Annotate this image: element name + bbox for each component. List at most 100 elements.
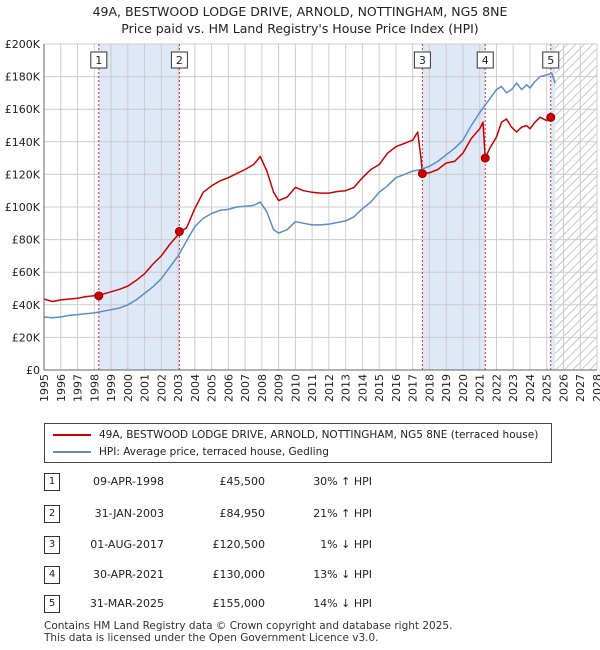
sale-number-box — [413, 51, 431, 69]
tx-hpi-change: 14% ↓ HPI — [313, 597, 372, 610]
chart-title: 49A, BESTWOOD LODGE DRIVE, ARNOLD, NOTTI… — [0, 3, 600, 37]
x-tick-label: 2024 — [524, 374, 537, 402]
x-tick-label: 2019 — [440, 374, 453, 402]
tx-hpi-change: 30% ↑ HPI — [313, 475, 372, 488]
legend-item-hpi: HPI: Average price, terraced house, Gedl… — [53, 444, 329, 460]
x-tick-label: 1995 — [38, 374, 51, 402]
tx-number: 1 — [44, 473, 60, 491]
tx-price: £130,000 — [212, 568, 266, 581]
legend-label-hpi: HPI: Average price, terraced house, Gedl… — [99, 446, 329, 458]
table-row: 3 01-AUG-2017 £120,500 1% ↓ HPI — [0, 533, 600, 557]
sale-point — [546, 112, 556, 122]
x-tick-label: 2026 — [557, 374, 570, 402]
x-tick-label: 2001 — [139, 374, 152, 402]
y-tick-label: £100K — [5, 201, 41, 214]
tx-number: 2 — [44, 505, 60, 523]
x-tick-label: 2021 — [474, 374, 487, 402]
sale-marker-lines: 1 2 3 4 5 — [90, 44, 560, 370]
x-tick-label: 2005 — [206, 374, 219, 402]
title-line-1: 49A, BESTWOOD LODGE DRIVE, ARNOLD, NOTTI… — [92, 4, 508, 19]
footer-licence: This data is licensed under the Open Gov… — [44, 632, 379, 644]
x-tick-label: 2022 — [490, 374, 503, 402]
x-tick-label: 2016 — [390, 374, 403, 402]
sale-point — [94, 291, 104, 301]
x-tick-label: 2008 — [256, 374, 269, 402]
tx-date: 09-APR-1998 — [92, 475, 164, 488]
table-row: 1 09-APR-1998 £45,500 30% ↑ HPI — [0, 470, 600, 494]
y-tick-label: £20K — [12, 331, 41, 344]
tx-price: £120,500 — [212, 538, 266, 551]
y-tick-label: £0 — [26, 364, 40, 377]
table-row: 5 31-MAR-2025 £155,000 14% ↓ HPI — [0, 592, 600, 616]
hpi-line — [44, 72, 556, 319]
x-tick-label: 1996 — [55, 374, 68, 402]
x-tick-label: 2012 — [323, 374, 336, 402]
x-tick-label: 2028 — [591, 374, 600, 402]
footer-copyright: Contains HM Land Registry data © Crown c… — [44, 620, 453, 632]
x-tick-label: 2010 — [289, 374, 302, 402]
x-tick-label: 1997 — [72, 374, 85, 402]
tx-date: 01-AUG-2017 — [90, 538, 164, 551]
x-tick-label: 2002 — [155, 374, 168, 402]
tx-price: £45,500 — [219, 475, 266, 488]
sale-number-box — [170, 51, 188, 69]
legend-swatch-property — [53, 434, 91, 436]
x-tick-label: 2009 — [273, 374, 286, 402]
axes: £0 £20K £40K £60K £80K £100K £120K £140K £160K £1… — [5, 38, 600, 402]
x-tick-label: 1999 — [105, 374, 118, 402]
title-line-2: Price paid vs. HM Land Registry's House … — [121, 21, 479, 36]
tx-number: 5 — [44, 595, 60, 613]
sale-markers — [94, 112, 556, 301]
tx-date: 31-MAR-2025 — [89, 597, 164, 610]
y-tick-label: £160K — [5, 103, 41, 116]
x-tick-label: 2018 — [423, 374, 436, 402]
legend: 49A, BESTWOOD LODGE DRIVE, ARNOLD, NOTTI… — [44, 423, 552, 463]
tx-price: £155,000 — [212, 597, 266, 610]
tx-date: 30-APR-2021 — [92, 568, 164, 581]
tx-price: £84,950 — [219, 507, 266, 520]
x-tick-label: 2011 — [306, 374, 319, 402]
tx-number: 4 — [44, 566, 60, 584]
sale-number-label: 2 — [176, 54, 183, 67]
x-tick-label: 2017 — [407, 374, 420, 402]
y-tick-label: £60K — [12, 266, 41, 279]
x-tick-label: 2004 — [189, 374, 202, 402]
tx-number: 3 — [44, 536, 60, 554]
legend-label-property: 49A, BESTWOOD LODGE DRIVE, ARNOLD, NOTTI… — [99, 429, 539, 441]
sale-point — [174, 227, 184, 237]
x-tick-label: 2020 — [457, 374, 470, 402]
sale-number-label: 3 — [419, 54, 426, 67]
sale-number-box — [476, 51, 494, 69]
y-tick-label: £80K — [12, 234, 41, 247]
sale-number-label: 1 — [95, 54, 102, 67]
x-tick-label: 2023 — [507, 374, 520, 402]
tx-hpi-change: 13% ↓ HPI — [313, 568, 372, 581]
sale-number-box — [90, 51, 108, 69]
series — [44, 72, 556, 319]
x-tick-label: 2003 — [172, 374, 185, 402]
tx-hpi-change: 1% ↓ HPI — [320, 538, 372, 551]
y-tick-label: £40K — [12, 299, 41, 312]
sale-number-label: 4 — [482, 54, 489, 67]
x-tick-label: 2007 — [239, 374, 252, 402]
x-tick-label: 2025 — [541, 374, 554, 402]
x-tick-label: 2000 — [122, 374, 135, 402]
table-row: 4 30-APR-2021 £130,000 13% ↓ HPI — [0, 563, 600, 587]
y-tick-label: £120K — [5, 168, 41, 181]
y-tick-label: £180K — [5, 71, 41, 84]
sale-number-label: 5 — [547, 54, 554, 67]
x-tick-label: 2013 — [340, 374, 353, 402]
table-row: 2 31-JAN-2003 £84,950 21% ↑ HPI — [0, 502, 600, 526]
property-price-line — [44, 116, 554, 303]
x-tick-label: 2015 — [373, 374, 386, 402]
legend-swatch-hpi — [53, 451, 91, 453]
x-tick-label: 2027 — [574, 374, 587, 402]
sale-point — [417, 169, 427, 179]
x-tick-label: 2006 — [222, 374, 235, 402]
footer: Contains HM Land Registry data © Crown c… — [44, 620, 452, 644]
legend-item-property: 49A, BESTWOOD LODGE DRIVE, ARNOLD, NOTTI… — [53, 427, 538, 443]
x-tick-label: 1998 — [88, 374, 101, 402]
sale-point — [480, 153, 490, 163]
y-tick-label: £200K — [5, 38, 41, 51]
